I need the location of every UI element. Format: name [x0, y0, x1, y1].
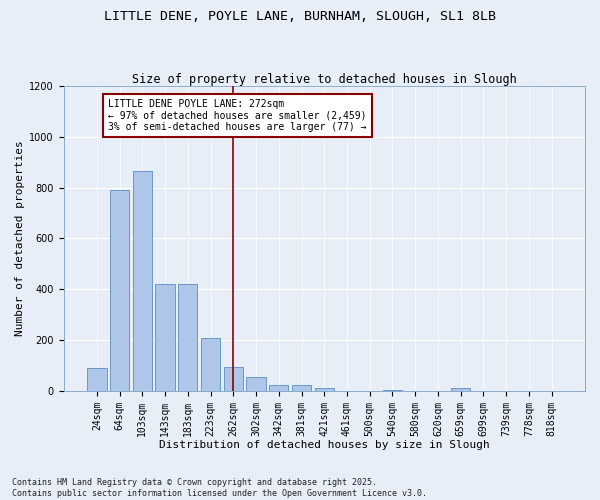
- Text: LITTLE DENE, POYLE LANE, BURNHAM, SLOUGH, SL1 8LB: LITTLE DENE, POYLE LANE, BURNHAM, SLOUGH…: [104, 10, 496, 23]
- Bar: [269, 386, 289, 391]
- Bar: [201, 338, 220, 391]
- Text: LITTLE DENE POYLE LANE: 272sqm
← 97% of detached houses are smaller (2,459)
3% o: LITTLE DENE POYLE LANE: 272sqm ← 97% of …: [108, 98, 367, 132]
- Bar: [155, 284, 175, 391]
- Bar: [224, 366, 243, 391]
- Bar: [383, 390, 402, 391]
- Title: Size of property relative to detached houses in Slough: Size of property relative to detached ho…: [132, 73, 517, 86]
- Y-axis label: Number of detached properties: Number of detached properties: [15, 140, 25, 336]
- Bar: [451, 388, 470, 391]
- Bar: [133, 171, 152, 391]
- Bar: [178, 284, 197, 391]
- Text: Contains HM Land Registry data © Crown copyright and database right 2025.
Contai: Contains HM Land Registry data © Crown c…: [12, 478, 427, 498]
- Bar: [87, 368, 107, 391]
- Bar: [110, 190, 129, 391]
- Bar: [247, 377, 266, 391]
- Bar: [314, 388, 334, 391]
- X-axis label: Distribution of detached houses by size in Slough: Distribution of detached houses by size …: [159, 440, 490, 450]
- Bar: [292, 386, 311, 391]
